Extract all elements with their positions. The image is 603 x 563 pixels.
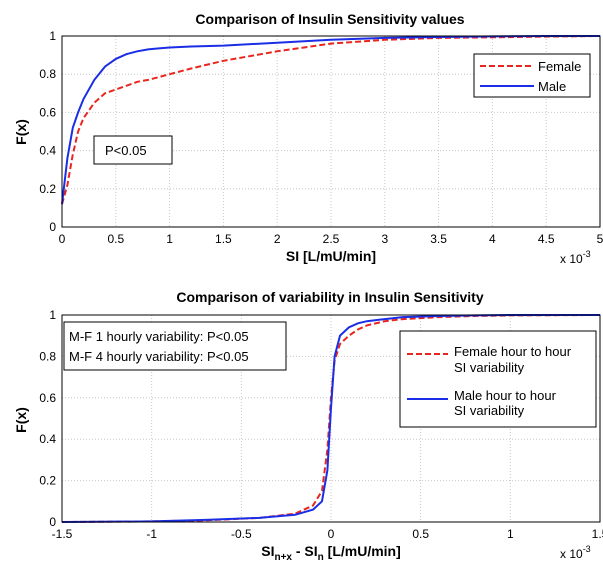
- legend-female-label-line2: SI variability: [454, 360, 525, 375]
- legend-box: [473, 53, 591, 98]
- y-tick-label: 0.2: [39, 182, 56, 196]
- x-tick-label: 5: [597, 232, 603, 246]
- x-tick-label: 2: [274, 232, 281, 246]
- legend-box: [399, 330, 597, 428]
- y-tick-label: 0.2: [39, 474, 56, 488]
- annotation-text: P<0.05: [105, 143, 147, 158]
- legend-female-label-line1: Female hour to hour: [454, 344, 572, 359]
- x-tick-label: 0: [59, 232, 66, 246]
- p-value-annotation: M-F 1 hourly variability: P<0.05 M-F 4 h…: [63, 321, 287, 371]
- legend-male-label: Male: [538, 79, 566, 94]
- y-tick-label: 0: [49, 515, 56, 529]
- x-tick-label: 1: [166, 232, 173, 246]
- annotation-box: [63, 321, 287, 371]
- grid-lines: [62, 36, 600, 227]
- annotation-line-1: M-F 1 hourly variability: P<0.05: [69, 329, 249, 344]
- x-tick-labels: 0 0.5 1 1.5 2 2.5 3 3.5 4 4.5 5: [59, 232, 603, 246]
- x-tick-label: 4.5: [538, 232, 555, 246]
- x-tick-label: 1.5: [592, 527, 603, 541]
- plot-border: [61, 35, 601, 228]
- female-series-line: [61, 35, 601, 205]
- x-tick-label: 3: [381, 232, 388, 246]
- series-lines: [61, 35, 601, 205]
- x-tick-label: 4: [489, 232, 496, 246]
- legend-female-label: Female: [538, 59, 581, 74]
- legend-male-label-line1: Male hour to hour: [454, 388, 557, 403]
- x-tick-label: 1.5: [215, 232, 232, 246]
- x-axis-label: SI [L/mU/min]: [286, 248, 376, 264]
- y-tick-label: 0.8: [39, 67, 56, 81]
- annotation-line-2: M-F 4 hourly variability: P<0.05: [69, 349, 249, 364]
- y-tick-label: 1: [49, 29, 56, 43]
- variability-chart: Comparison of variability in Insulin Sen…: [13, 289, 603, 563]
- x-tick-label: 0.5: [412, 527, 429, 541]
- y-axis-label: F(x): [13, 119, 29, 145]
- x-tick-label: -1: [146, 527, 157, 541]
- y-axis-label: F(x): [13, 407, 29, 433]
- y-tick-labels: 0 0.2 0.4 0.6 0.8 1: [39, 29, 56, 234]
- chart-title: Comparison of variability in Insulin Sen…: [176, 289, 483, 305]
- y-tick-label: 0.8: [39, 349, 56, 363]
- chart-title: Comparison of Insulin Sensitivity values: [195, 11, 464, 27]
- x-tick-label: 3.5: [430, 232, 447, 246]
- y-tick-labels: 0 0.2 0.4 0.6 0.8 1: [39, 308, 56, 529]
- legend-male-label-line2: SI variability: [454, 403, 525, 418]
- insulin-sensitivity-chart: Comparison of Insulin Sensitivity values…: [13, 11, 603, 266]
- x-axis-label: SIn+x - SIn [L/mU/min]: [261, 543, 401, 563]
- x-tick-label: -0.5: [231, 527, 252, 541]
- annotation-box: [93, 135, 173, 165]
- x-tick-label: 0.5: [107, 232, 124, 246]
- x-axis-multiplier: x 10-3: [560, 249, 591, 266]
- series-lines: [61, 314, 601, 523]
- p-value-annotation: P<0.05: [93, 135, 173, 165]
- y-tick-label: 0.4: [39, 144, 56, 158]
- legend: Female Male: [473, 53, 591, 98]
- male-series-line: [61, 35, 600, 205]
- x-tick-label: -1.5: [52, 527, 73, 541]
- x-tick-labels: -1.5 -1 -0.5 0 0.5 1 1.5: [52, 527, 603, 541]
- x-tick-label: 0: [328, 527, 335, 541]
- y-tick-label: 0.6: [39, 391, 56, 405]
- male-series-line: [61, 314, 600, 523]
- y-tick-label: 0.6: [39, 105, 56, 119]
- x-axis-multiplier: x 10-3: [560, 544, 591, 561]
- plot-border: [61, 314, 601, 523]
- y-tick-label: 1: [49, 308, 56, 322]
- x-tick-label: 2.5: [323, 232, 340, 246]
- x-tick-label: 1: [507, 527, 514, 541]
- y-tick-label: 0: [49, 220, 56, 234]
- y-tick-label: 0.4: [39, 432, 56, 446]
- legend: Female hour to hour SI variability Male …: [399, 330, 597, 428]
